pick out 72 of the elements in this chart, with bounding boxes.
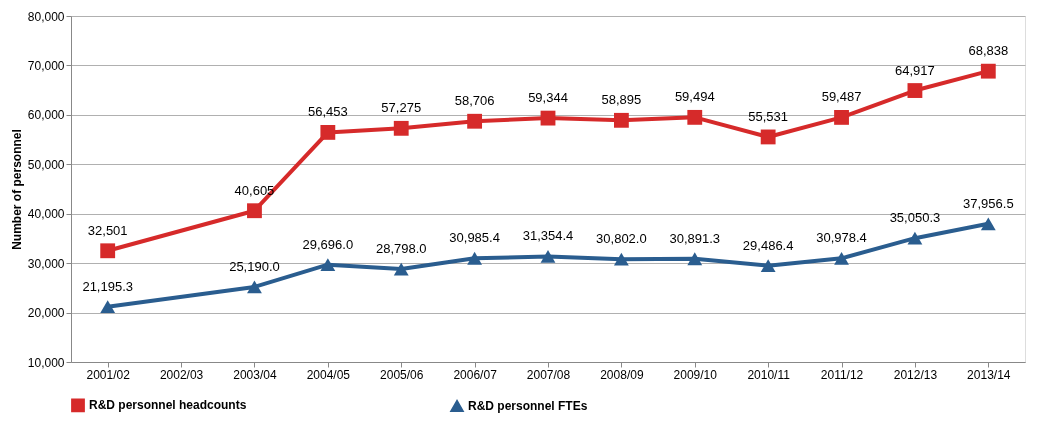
data-label: 55,531 [748,108,789,124]
point [687,252,703,266]
x-tick-label: 2004/05 [306,367,351,382]
point [980,217,996,231]
data-label: 21,195.3 [82,278,133,294]
point [100,243,116,259]
data-label: 56,453 [307,104,348,120]
data-label: 25,190.0 [229,258,280,274]
y-tick-label: 70,000 [27,58,65,73]
point [687,109,703,125]
x-tick-label: 2010/11 [747,367,791,382]
data-label: 31,354.4 [522,228,574,244]
x-tick-label: 2013/14 [967,367,1011,382]
point [393,120,409,136]
legend-label: R&D personnel headcounts [89,398,247,413]
data-label: 58,895 [601,92,642,108]
x-tick-label: 2007/08 [526,367,571,382]
data-label: 59,487 [821,89,862,105]
point [907,83,923,98]
y-tick-label: 60,000 [27,108,65,123]
data-label: 30,978.4 [816,230,867,246]
point [247,280,262,294]
data-label: 29,486.4 [742,237,794,253]
point [834,251,849,265]
x-tick-label: 2002/03 [159,367,204,382]
data-label: 64,917 [895,62,935,78]
point [393,262,409,276]
point [834,109,849,125]
data-label: 59,344 [528,90,568,106]
point [980,63,996,79]
point [613,252,629,266]
data-label: 30,802.0 [596,231,647,247]
y-tick-label: 30,000 [27,256,65,271]
point [907,231,923,245]
point [540,110,556,126]
y-tick-label: 50,000 [27,157,65,172]
data-label: 59,494 [674,89,715,105]
point [760,129,776,145]
x-tick-label: 2008/09 [600,367,644,382]
data-label: 37,956.5 [963,195,1014,211]
data-label: 29,696.0 [302,236,354,252]
data-label: 57,275 [381,100,422,116]
legend-label: R&D personnel FTEs [468,398,588,413]
x-tick-label: 2001/02 [86,367,131,382]
point [320,124,336,140]
y-tick-label: 80,000 [27,9,65,24]
data-label: 58,706 [454,93,495,109]
x-tick-label: 2003/04 [233,367,277,382]
point [467,113,483,129]
data-label: 28,798.0 [375,241,427,257]
data-label: 35,050.3 [889,210,941,226]
x-tick-label: 2011/12 [820,367,864,382]
data-label: 68,838 [968,43,1009,59]
point [320,258,336,272]
y-tick-label: 10,000 [27,355,65,370]
x-tick-label: 2012/13 [893,367,938,382]
y-axis-title: Number of personnel [9,129,24,250]
x-tick-label: 2009/10 [673,367,718,382]
point [540,250,556,263]
data-label: 40,605 [234,182,275,198]
data-label: 32,501 [87,222,128,238]
point [100,300,116,314]
data-label: 30,891.3 [669,230,721,246]
point [613,112,629,128]
point [467,251,483,265]
y-tick-label: 20,000 [27,306,65,321]
x-tick-label: 2006/07 [453,367,498,382]
data-label: 30,985.4 [449,230,500,246]
x-tick-label: 2005/06 [380,367,424,382]
y-tick-label: 40,000 [27,207,65,222]
point [247,203,262,219]
point [760,259,776,273]
